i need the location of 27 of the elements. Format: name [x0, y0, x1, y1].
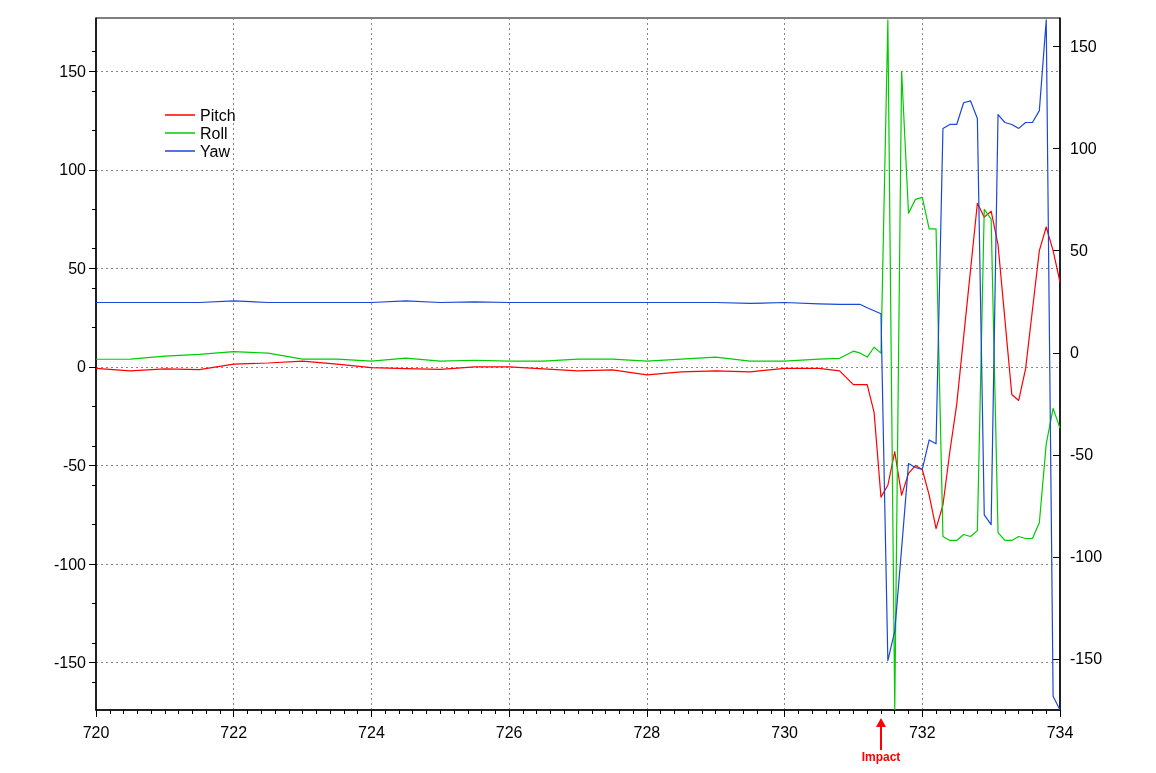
y-tick-label: 150	[59, 62, 87, 80]
y-tick-label: -100	[53, 555, 87, 573]
y2-tick-label: -50	[1070, 446, 1094, 464]
line-series	[95, 202, 1061, 530]
y-tick-label: -50	[62, 457, 87, 475]
legend-label: Yaw	[200, 142, 231, 160]
y-tick-label: 100	[59, 161, 87, 179]
x-tick-label: 730	[771, 723, 799, 741]
x-tick-label: 726	[495, 723, 523, 741]
y2-tick-label: -150	[1070, 650, 1103, 668]
y-tick-label: -150	[53, 654, 87, 672]
x-tick-label: 720	[82, 723, 110, 741]
y2-tick-label: 100	[1070, 140, 1097, 158]
y-tick-label: 50	[68, 259, 87, 277]
y2-tick-label: -100	[1070, 548, 1103, 566]
x-tick-label: 734	[1046, 723, 1074, 741]
y2-tick-label: 50	[1070, 242, 1088, 260]
legend-label: Roll	[200, 124, 228, 142]
text: Impact	[860, 750, 902, 764]
x-tick-label: 728	[633, 723, 661, 741]
y2-tick-label: 0	[1070, 344, 1079, 362]
y2-tick-label: 150	[1070, 38, 1097, 56]
legend-label: Pitch	[200, 106, 236, 124]
x-tick-label: 722	[220, 723, 248, 741]
x-tick-label: 724	[358, 723, 385, 741]
y-tick-label: 0	[77, 358, 87, 376]
x-tick-label: 732	[908, 723, 936, 741]
